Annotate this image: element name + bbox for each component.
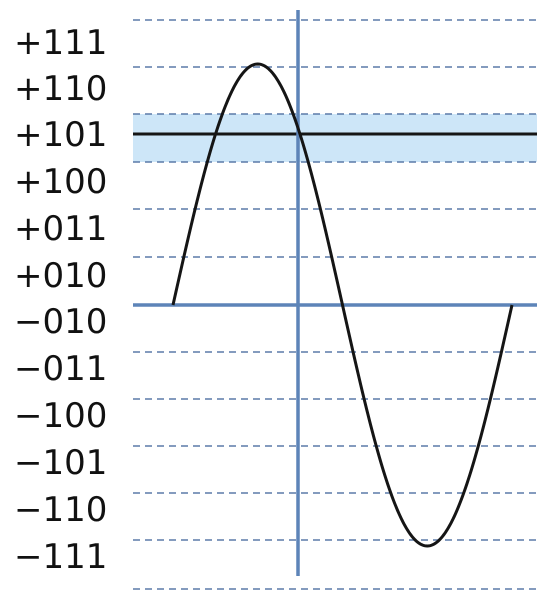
level-grid-lines (133, 19, 537, 590)
level-label: +011 (14, 209, 107, 249)
highlight-band (133, 114, 537, 162)
level-label: −100 (14, 396, 107, 436)
level-label: −111 (14, 537, 107, 577)
level-label: −011 (14, 349, 107, 389)
level-label: −101 (14, 443, 107, 483)
level-label: +110 (14, 69, 107, 109)
level-label: +101 (14, 115, 107, 155)
sine-wave (171, 62, 514, 548)
level-label: +111 (14, 23, 107, 63)
level-label: +100 (14, 162, 107, 202)
level-label: +010 (14, 256, 107, 296)
level-label: −010 (14, 302, 107, 342)
level-label: −110 (14, 490, 107, 530)
level-labels: +111 +110 +101 +100 +011 +010 −010 −011 −100 −101… (14, 23, 107, 577)
